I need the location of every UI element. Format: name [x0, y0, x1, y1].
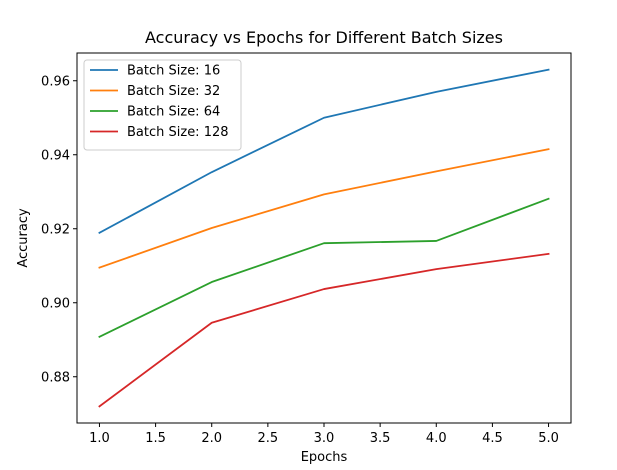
legend-label: Batch Size: 32 — [127, 84, 220, 99]
legend-box — [83, 59, 242, 151]
y-tick-label: 0.88 — [41, 370, 70, 385]
y-axis-label: Accuracy — [16, 208, 31, 268]
x-tick-label: 4.0 — [426, 431, 447, 446]
axes: 1.0 1.5 2.0 2.5 3.0 3.5 4.0 4.5 5.0 0.88 0.90 0.92 0… — [41, 74, 559, 446]
plot-frame — [76, 52, 572, 424]
series-line-1 — [98, 68, 550, 235]
series-line-3 — [98, 197, 550, 338]
x-tick-label: 3.5 — [370, 431, 391, 446]
x-tick-label: 4.5 — [482, 431, 503, 446]
series-line-4 — [98, 252, 550, 408]
legend: Batch Size: 16 Batch Size: 32 Batch Size: … — [83, 59, 242, 151]
series-lines — [98, 68, 550, 408]
series-line-2 — [98, 148, 550, 269]
legend-label: Batch Size: 128 — [127, 125, 229, 140]
legend-label: Batch Size: 64 — [127, 105, 220, 120]
y-tick-label: 0.92 — [41, 222, 70, 237]
y-tick-label: 0.90 — [41, 296, 70, 311]
x-tick-label: 1.5 — [145, 431, 166, 446]
y-tick-label: 0.94 — [41, 148, 70, 163]
y-tick-label: 0.96 — [41, 74, 70, 89]
x-tick-label: 1.0 — [89, 431, 110, 446]
chart-title: Accuracy vs Epochs for Different Batch S… — [145, 28, 503, 47]
x-axis-label: Epochs — [301, 450, 348, 465]
x-tick-label: 3.0 — [314, 431, 335, 446]
x-tick-label: 2.5 — [258, 431, 279, 446]
x-tick-label: 2.0 — [201, 431, 222, 446]
x-tick-label: 5.0 — [538, 431, 559, 446]
legend-label: Batch Size: 16 — [127, 64, 220, 79]
